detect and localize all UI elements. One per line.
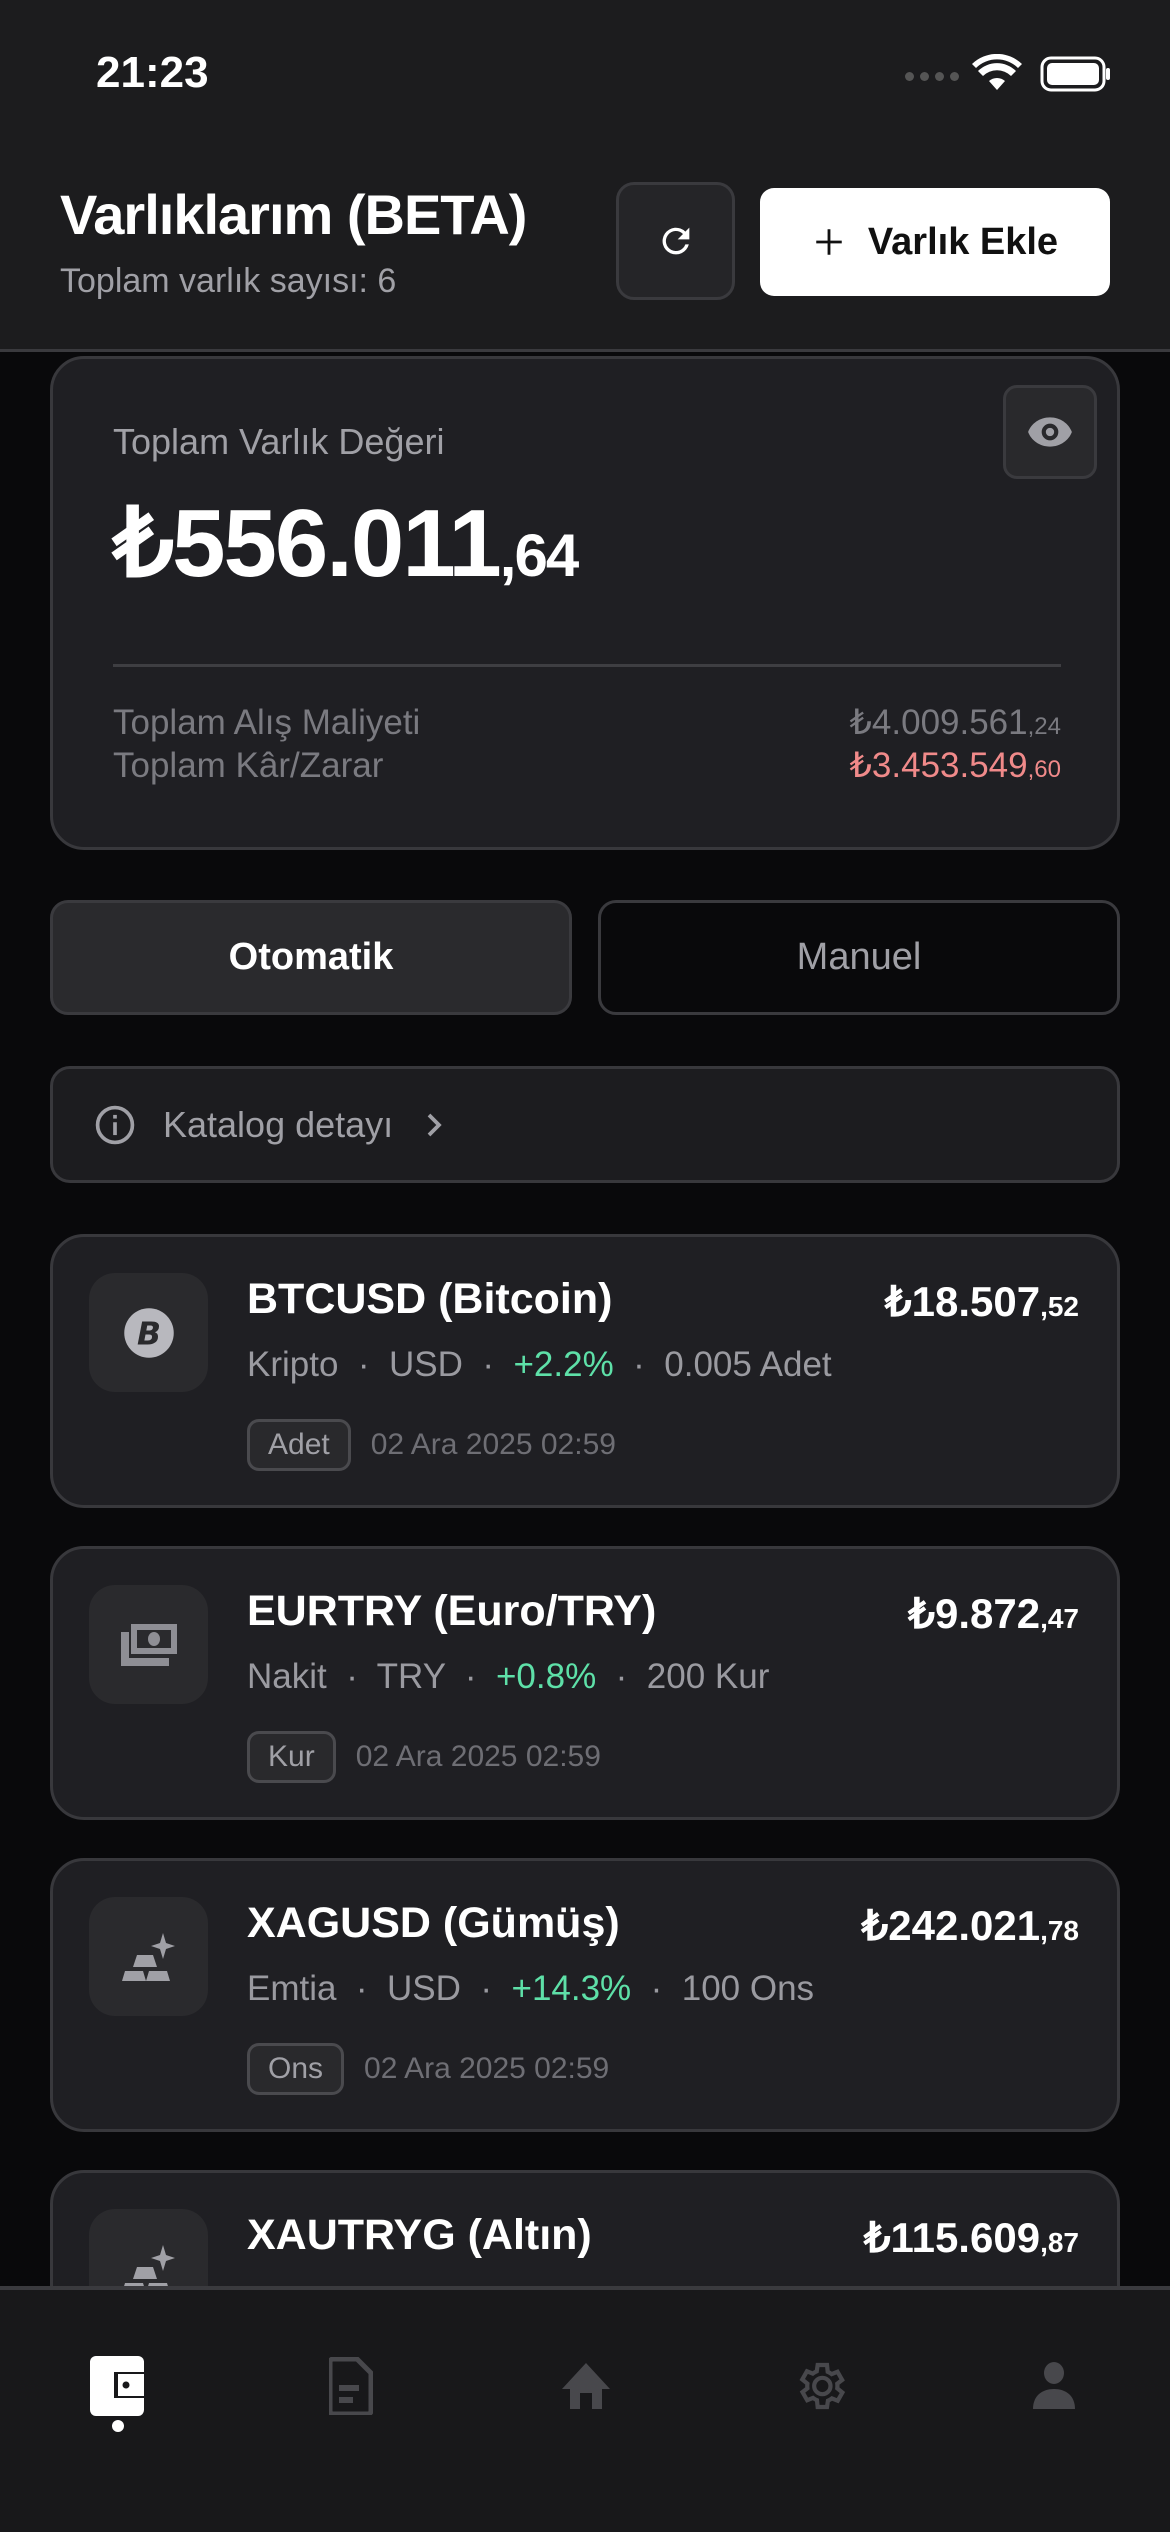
gold-bars-icon [89, 1897, 208, 2016]
asset-card[interactable]: XAGUSD (Gümüş) ₺242.021,78 Emtia · USD · … [50, 1858, 1120, 2132]
asset-category: Kripto [247, 1345, 339, 1384]
app-header: 21:23 Varlıklarım (BETA) Toplam varlık s… [0, 0, 1170, 352]
add-asset-button[interactable]: Varlık Ekle [760, 188, 1110, 296]
asset-value: ₺9.872,47 [908, 1590, 1079, 1637]
toggle-visibility-button[interactable] [1003, 385, 1097, 479]
profile-icon[interactable] [1014, 2346, 1094, 2426]
asset-quantity: 200 Kur [646, 1657, 770, 1696]
divider [113, 664, 1061, 667]
refresh-icon [662, 227, 689, 255]
unit-badge: Kur [247, 1731, 336, 1783]
home-icon[interactable] [546, 2346, 626, 2426]
asset-change: +14.3% [511, 1969, 632, 2008]
asset-meta: Nakit · TRY · +0.8% · 200 Kur [247, 1657, 770, 1696]
asset-meta: Emtia · USD · +14.3% · 100 Ons [247, 1969, 815, 2008]
unit-badge: Ons [247, 2043, 345, 2095]
asset-name: XAUTRYG (Altın) [247, 2211, 592, 2259]
asset-quantity: 100 Ons [681, 1969, 815, 2008]
svg-text:B: B [136, 1316, 160, 1352]
asset-meta: Kripto · USD · +2.2% · 0.005 Adet [247, 1345, 832, 1384]
asset-card[interactable]: B BTCUSD (Bitcoin) ₺18.507,52 Kripto · US… [50, 1234, 1120, 1508]
asset-value: ₺115.609,87 [863, 2214, 1079, 2261]
total-value: ₺556.011,64 [113, 487, 579, 599]
wallet-icon[interactable] [78, 2346, 158, 2426]
settings-icon[interactable] [780, 2346, 860, 2426]
profit-loss-row: Toplam Kâr/Zarar ₺3.453.549,60 [113, 746, 1061, 786]
total-value-label: Toplam Varlık Değeri [113, 421, 445, 462]
asset-date: 02 Ara 2025 02:59 [364, 2052, 610, 2085]
asset-count: Toplam varlık sayısı: 6 [60, 262, 397, 300]
tab-manuel[interactable]: Manuel [598, 900, 1120, 1015]
profit-loss-value: ₺3.453.549,60 [849, 746, 1061, 785]
wifi-icon [972, 54, 1022, 90]
asset-value: ₺18.507,52 [884, 1278, 1079, 1325]
signal-icon [905, 72, 959, 81]
cost-label: Toplam Alış Maliyeti [113, 703, 421, 742]
asset-date: 02 Ara 2025 02:59 [370, 1428, 616, 1461]
battery-icon [1040, 56, 1110, 92]
asset-category: Nakit [247, 1657, 327, 1696]
plus-icon [816, 229, 842, 255]
asset-currency: USD [389, 1345, 463, 1384]
asset-footer: Kur 02 Ara 2025 02:59 [247, 1731, 601, 1783]
document-icon[interactable] [311, 2346, 391, 2426]
asset-value: ₺242.021,78 [861, 1902, 1079, 1949]
active-tab-indicator [112, 2420, 124, 2432]
summary-card: Toplam Varlık Değeri ₺556.011,64 Toplam … [50, 356, 1120, 850]
cash-icon [89, 1585, 208, 1704]
asset-name: EURTRY (Euro/TRY) [247, 1587, 657, 1635]
cost-value: ₺4.009.561,24 [849, 703, 1061, 742]
asset-name: XAGUSD (Gümüş) [247, 1899, 620, 1947]
asset-footer: Ons 02 Ara 2025 02:59 [247, 2043, 609, 2095]
bottom-tab-bar [0, 2286, 1170, 2532]
asset-currency: USD [387, 1969, 461, 2008]
asset-card[interactable]: EURTRY (Euro/TRY) ₺9.872,47 Nakit · TRY ·… [50, 1546, 1120, 1820]
cost-row: Toplam Alış Maliyeti ₺4.009.561,24 [113, 703, 1061, 743]
catalog-detail-button[interactable]: Katalog detayı [50, 1066, 1120, 1183]
profit-loss-label: Toplam Kâr/Zarar [113, 746, 384, 785]
asset-change: +0.8% [495, 1657, 597, 1696]
asset-date: 02 Ara 2025 02:59 [355, 1740, 601, 1773]
unit-badge: Adet [247, 1419, 351, 1471]
asset-name: BTCUSD (Bitcoin) [247, 1275, 613, 1323]
add-asset-label: Varlık Ekle [867, 220, 1059, 263]
eye-icon [1028, 417, 1072, 447]
bitcoin-icon: B [89, 1273, 208, 1392]
asset-quantity: 0.005 Adet [664, 1345, 832, 1384]
catalog-detail-label: Katalog detayı [163, 1103, 394, 1145]
asset-change: +2.2% [513, 1345, 614, 1384]
chevron-right-icon [427, 1113, 442, 1136]
total-value-decimal: ,64 [499, 522, 579, 589]
tab-otomatik[interactable]: Otomatik [50, 900, 572, 1015]
page-title: Varlıklarım (BETA) [60, 183, 527, 246]
asset-footer: Adet 02 Ara 2025 02:59 [247, 1419, 616, 1471]
asset-currency: TRY [376, 1657, 446, 1696]
refresh-button[interactable] [616, 182, 735, 300]
info-icon [95, 1105, 135, 1144]
total-value-main: ₺556.011 [113, 490, 502, 597]
status-time: 21:23 [96, 48, 209, 97]
asset-category: Emtia [247, 1969, 337, 2008]
